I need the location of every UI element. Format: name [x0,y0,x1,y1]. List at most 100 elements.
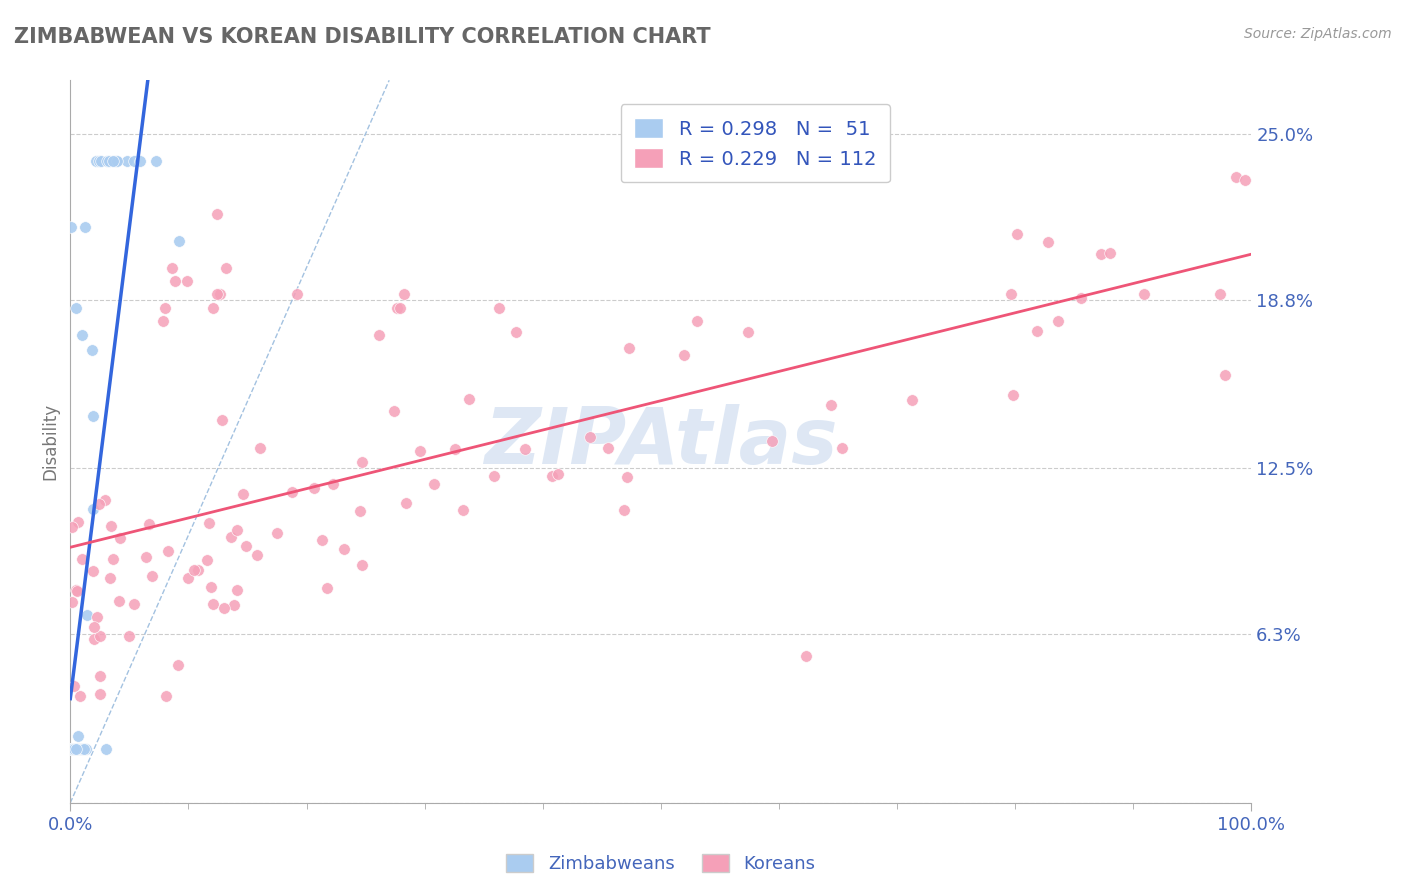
Point [124,597,146,611]
Point [1025,324,1047,338]
Point [89,629,111,643]
Point [63,742,86,756]
Point [451,503,474,517]
Point [205,207,228,221]
Point [66,742,89,756]
Point [152,314,174,328]
Point [316,581,339,595]
Point [72,742,94,756]
Point [176,274,198,288]
Point [392,287,415,301]
Point [67,742,90,756]
Point [70,742,93,756]
Point [598,441,620,455]
Point [302,481,325,495]
Point [60,742,83,756]
Point [60,520,83,534]
Point [66,742,89,756]
Point [66,742,89,756]
Point [444,442,467,457]
Point [96,153,118,168]
Point [63,679,86,693]
Point [65,742,87,756]
Point [65,584,87,599]
Point [266,525,288,540]
Point [515,442,537,457]
Point [1233,172,1256,186]
Point [90,153,112,168]
Point [1038,235,1060,249]
Point [1046,314,1069,328]
Point [221,530,243,544]
Point [820,398,842,412]
Y-axis label: Disability: Disability [41,403,59,480]
Point [145,153,167,168]
Point [1090,247,1112,261]
Point [1005,227,1028,241]
Point [195,552,218,566]
Point [66,729,89,743]
Point [63,742,86,756]
Point [235,539,257,553]
Point [578,430,600,444]
Point [349,504,371,518]
Point [1208,287,1230,301]
Point [613,503,636,517]
Point [65,301,87,315]
Point [96,742,118,756]
Point [63,742,86,756]
Point [65,742,87,756]
Point [66,742,89,756]
Point [423,476,446,491]
Point [1001,388,1024,402]
Point [72,327,94,342]
Point [118,629,141,643]
Point [163,274,186,288]
Legend: Zimbabweans, Koreans: Zimbabweans, Koreans [499,847,823,880]
Point [153,301,176,315]
Point [280,485,302,500]
Point [1000,287,1022,301]
Point [105,153,128,168]
Point [409,443,432,458]
Point [187,563,209,577]
Point [60,595,83,609]
Point [212,601,235,615]
Point [124,153,146,168]
Point [352,455,374,469]
Point [89,687,111,701]
Point [115,153,138,168]
Point [98,153,121,168]
Point [160,260,183,275]
Point [59,742,82,756]
Point [1070,292,1092,306]
Point [737,325,759,339]
Point [76,607,98,622]
Point [59,742,82,756]
Point [183,563,205,577]
Point [1213,368,1236,382]
Point [224,598,246,612]
Text: ZIMBABWEAN VS KOREAN DISABILITY CORRELATION CHART: ZIMBABWEAN VS KOREAN DISABILITY CORRELAT… [14,27,710,46]
Point [62,742,84,756]
Point [82,409,104,423]
Point [101,552,124,566]
Point [82,502,104,516]
Point [541,468,564,483]
Point [89,497,111,511]
Point [1099,245,1122,260]
Point [285,287,308,301]
Point [207,287,229,301]
Point [322,476,344,491]
Point [135,549,157,564]
Point [367,327,389,342]
Point [209,287,232,301]
Point [98,571,121,585]
Point [794,648,817,663]
Point [62,742,84,756]
Point [202,597,225,611]
Point [83,620,105,634]
Point [332,541,354,556]
Point [69,689,91,703]
Point [617,341,640,355]
